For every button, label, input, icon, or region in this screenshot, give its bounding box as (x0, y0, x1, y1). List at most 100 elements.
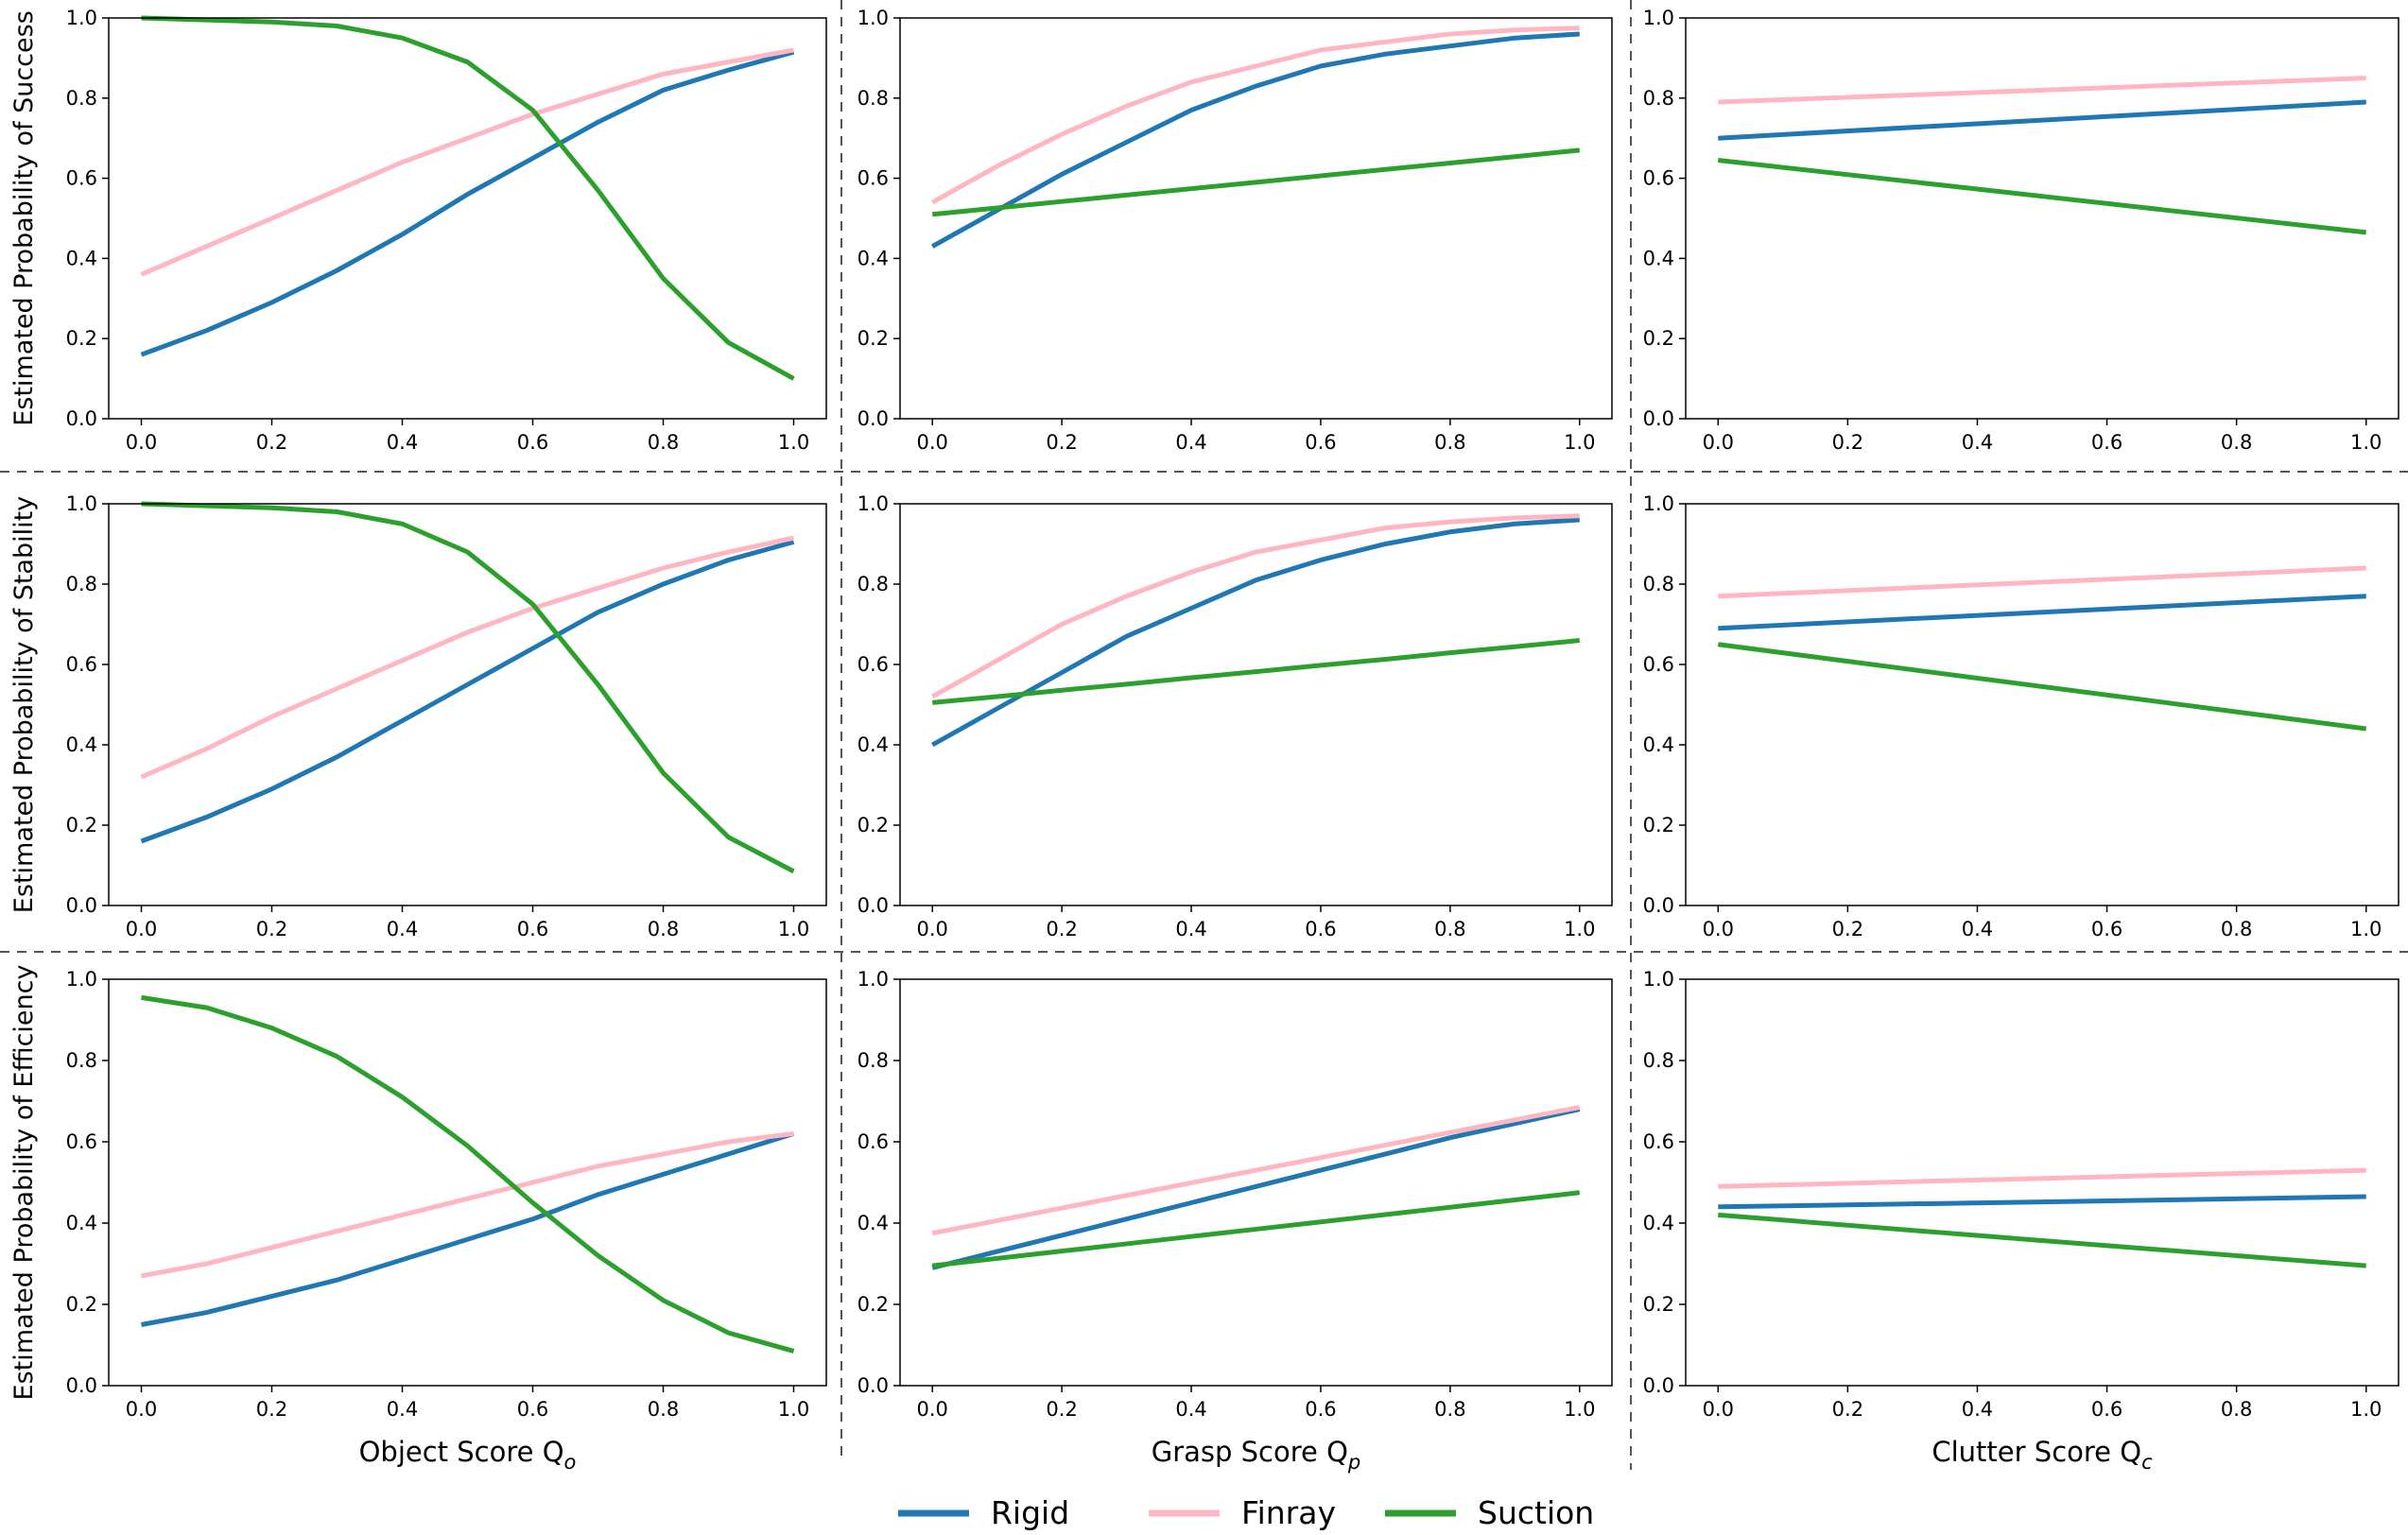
y-tick-label: 0.6 (66, 653, 97, 676)
y-axis-label: Estimated Probability of Efficiency (9, 965, 39, 1401)
x-tick-label: 0.4 (1962, 1398, 1993, 1421)
y-tick-label: 0.8 (858, 87, 889, 110)
x-tick-label: 0.6 (517, 918, 548, 940)
x-tick-label: 1.0 (2350, 918, 2382, 940)
series-line (1717, 642, 2367, 732)
x-tick-label: 0.2 (1046, 431, 1077, 454)
series-line (931, 1190, 1581, 1268)
x-tick-label: 0.2 (256, 431, 287, 454)
legend-label: Suction (1478, 1494, 1594, 1531)
legend: Rigid Finray Suction (898, 1494, 1594, 1531)
series-line (1718, 1194, 2366, 1210)
series-line (931, 517, 1580, 748)
x-tick-label: 0.0 (126, 1398, 157, 1421)
x-tick-label: 0.8 (2221, 918, 2252, 940)
y-tick-label: 0.6 (1643, 653, 1674, 676)
x-tick-label: 0.4 (1175, 918, 1206, 940)
series-line (1718, 565, 2366, 599)
x-tick-label: 0.8 (1434, 918, 1465, 940)
x-tick-label: 0.8 (2221, 1398, 2252, 1421)
x-tick-label: 0.2 (1046, 918, 1077, 940)
y-tick-label: 0.8 (66, 573, 97, 595)
y-tick-label: 0.0 (858, 894, 889, 917)
x-tick-label: 0.6 (517, 1398, 548, 1421)
x-tick-label: 1.0 (778, 431, 809, 454)
y-tick-label: 0.8 (858, 573, 889, 595)
x-tick-label: 0.4 (387, 918, 418, 940)
y-tick-label: 0.8 (66, 87, 97, 110)
series-line (140, 47, 794, 277)
y-tick-label: 0.4 (858, 733, 889, 756)
subplot: 0.0 0.2 0.4 0.6 0.8 1.0 0.0 0.2 0.4 0.6 0.8 1.0 Clut… (1643, 968, 2399, 1474)
x-axis-label-subscript: o (564, 1451, 577, 1474)
x-tick-label: 0.4 (387, 431, 418, 454)
y-axis-label: Estimated Probability of Success (9, 10, 39, 426)
y-tick-label: 0.6 (858, 167, 889, 190)
plot-frame (108, 503, 827, 906)
x-tick-label: 0.2 (1832, 918, 1863, 940)
subplot: 0.0 0.2 0.4 0.6 0.8 1.0 0.0 0.2 0.4 0.6 0.8 1.0 (1643, 7, 2399, 454)
x-axis-label-text: Clutter Score Q (1932, 1436, 2141, 1468)
y-tick-label: 0.2 (858, 1293, 889, 1316)
y-tick-label: 1.0 (1643, 968, 1674, 991)
x-tick-label: 0.4 (1962, 431, 1993, 454)
x-tick-label: 0.2 (1832, 431, 1863, 454)
y-axis-label: Estimated Probability of Stability (9, 496, 39, 913)
plot-frame (899, 503, 1613, 906)
x-tick-label: 0.2 (1046, 1398, 1077, 1421)
x-tick-label: 0.0 (1703, 1398, 1734, 1421)
y-tick-label: 0.4 (66, 1212, 97, 1234)
series-line (140, 539, 795, 844)
y-tick-label: 0.0 (66, 1374, 97, 1397)
x-axis-label-subscript: c (2141, 1451, 2153, 1474)
plot-frame (1685, 17, 2399, 420)
series-line (141, 501, 795, 874)
x-tick-label: 1.0 (1564, 431, 1595, 454)
series-line (931, 638, 1581, 705)
y-tick-label: 1.0 (66, 492, 97, 515)
y-tick-label: 0.2 (66, 1293, 97, 1316)
y-tick-label: 0.0 (66, 407, 97, 430)
subplot: 0.0 0.2 0.4 0.6 0.8 1.0 0.0 0.2 0.4 0.6 0.8 1.0 (858, 492, 1613, 940)
y-tick-label: 0.8 (858, 1049, 889, 1072)
subplot: 0.0 0.2 0.4 0.6 0.8 1.0 0.0 0.2 0.4 0.6 0.8 1.0 Esti… (9, 7, 827, 454)
x-tick-label: 0.4 (1962, 918, 1993, 940)
series-line (1718, 1212, 2366, 1268)
legend-label: Rigid (991, 1494, 1069, 1531)
y-tick-label: 0.8 (66, 1049, 97, 1072)
x-tick-label: 0.0 (917, 918, 948, 940)
y-tick-label: 0.4 (66, 247, 97, 269)
x-axis-label-subscript: p (1347, 1451, 1360, 1474)
y-tick-label: 0.6 (858, 653, 889, 676)
x-axis-label-text: Grasp Score Q (1152, 1436, 1348, 1468)
x-tick-label: 1.0 (1564, 918, 1595, 940)
y-tick-label: 0.2 (66, 327, 97, 350)
x-axis-label: Object Score Qo (359, 1436, 577, 1474)
y-tick-label: 1.0 (66, 968, 97, 991)
legend-label: Finray (1241, 1494, 1336, 1531)
y-tick-label: 0.2 (1643, 327, 1674, 350)
y-tick-label: 0.0 (858, 407, 889, 430)
y-tick-label: 0.6 (66, 167, 97, 190)
x-tick-label: 0.8 (2221, 431, 2252, 454)
y-tick-label: 1.0 (1643, 492, 1674, 515)
series-line (931, 26, 1580, 205)
x-tick-label: 0.2 (256, 1398, 287, 1421)
x-axis-label: Clutter Score Qc (1932, 1436, 2153, 1474)
series-line (1718, 1167, 2366, 1189)
separators (0, 0, 2408, 1470)
x-tick-label: 0.0 (1703, 918, 1734, 940)
series-line (1717, 158, 2367, 235)
subplot: 0.0 0.2 0.4 0.6 0.8 1.0 0.0 0.2 0.4 0.6 0.8 1.0 (858, 7, 1613, 454)
y-tick-label: 0.8 (1643, 1049, 1674, 1072)
y-tick-label: 0.0 (1643, 407, 1674, 430)
x-tick-label: 1.0 (778, 918, 809, 940)
x-tick-label: 0.6 (2091, 918, 2122, 940)
x-tick-label: 0.2 (256, 918, 287, 940)
x-tick-label: 0.8 (1434, 1398, 1465, 1421)
y-tick-label: 0.2 (858, 327, 889, 350)
y-tick-label: 0.2 (66, 814, 97, 836)
plot-frame (108, 17, 827, 420)
series-line (931, 513, 1580, 699)
x-tick-label: 0.6 (517, 431, 548, 454)
